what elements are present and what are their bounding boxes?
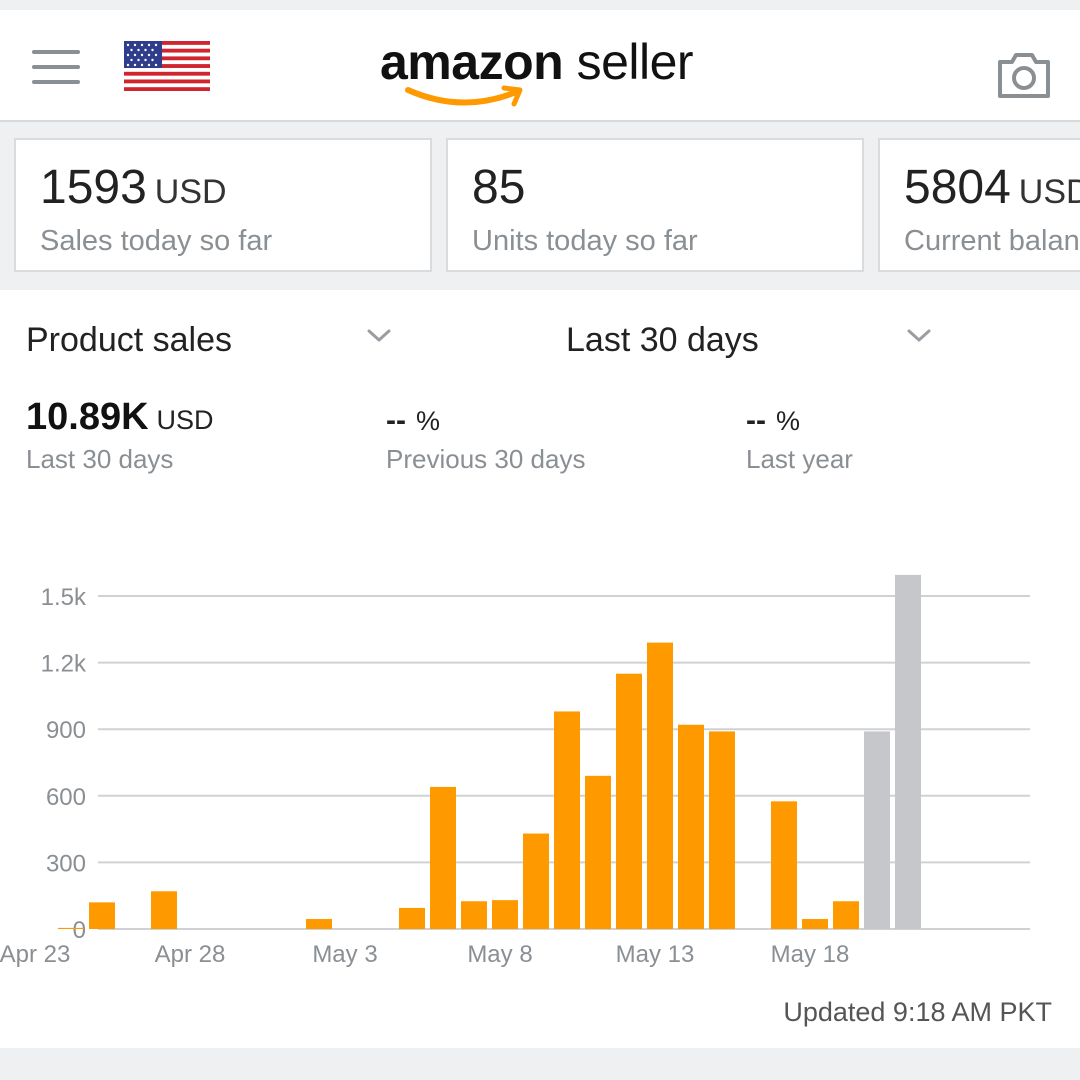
- x-tick-label: Apr 23: [0, 941, 70, 968]
- units-today-card[interactable]: 85 Units today so far: [446, 138, 864, 272]
- us-flag-icon[interactable]: [124, 41, 210, 91]
- previous-period-value: --: [386, 404, 406, 437]
- bar-may-20[interactable]: [864, 731, 890, 929]
- bar-may-6[interactable]: [430, 786, 456, 929]
- bar-may-19[interactable]: [833, 901, 859, 929]
- units-today-value: 85: [472, 161, 526, 214]
- app-header: amazon seller: [0, 10, 1080, 122]
- last-year-change: --%: [746, 398, 800, 444]
- top-strip: [0, 0, 1080, 10]
- bar-may-14[interactable]: [678, 724, 704, 929]
- y-tick-label: 0: [73, 917, 86, 944]
- y-tick-label: 900: [46, 717, 86, 744]
- amazon-seller-logo: amazon seller: [380, 32, 710, 112]
- metric-selector[interactable]: Product sales: [26, 321, 232, 359]
- bar-may-17[interactable]: [771, 801, 797, 929]
- x-tick-label: May 3: [312, 941, 377, 968]
- units-today-label: Units today so far: [472, 225, 698, 257]
- bar-may-12[interactable]: [616, 673, 642, 929]
- current-balance-card[interactable]: 5804USD Current balance: [878, 138, 1080, 272]
- x-tick-label: Apr 28: [155, 941, 226, 968]
- bottom-bar: [0, 1048, 1080, 1080]
- bar-may-18[interactable]: [802, 919, 828, 929]
- y-tick-label: 600: [46, 784, 86, 811]
- total-sales-label: Last 30 days: [26, 444, 174, 474]
- menu-icon[interactable]: [32, 50, 80, 84]
- current-balance-value: 5804: [904, 161, 1011, 214]
- bar-apr-27[interactable]: [151, 891, 177, 929]
- last-year-label: Last year: [746, 444, 853, 474]
- sales-panel: Product sales Last 30 days 10.89K USD Las…: [0, 290, 1080, 1048]
- chevron-down-icon[interactable]: [366, 328, 392, 344]
- bar-may-21[interactable]: [895, 574, 921, 929]
- period-selector[interactable]: Last 30 days: [566, 321, 759, 359]
- logo-product-text: seller: [576, 34, 694, 90]
- logo-brand-text: amazon: [380, 34, 564, 90]
- sales-today-card[interactable]: 1593 USD Sales today so far: [14, 138, 432, 272]
- bar-may-5[interactable]: [399, 907, 425, 929]
- chevron-down-icon[interactable]: [906, 328, 932, 344]
- bar-may-15[interactable]: [709, 731, 735, 929]
- summary-cards: 1593 USD Sales today so far 85 Units toda…: [0, 122, 1080, 290]
- updated-timestamp: Updated 9:18 AM PKT: [783, 997, 1052, 1027]
- bar-may-9[interactable]: [523, 833, 549, 929]
- bar-may-8[interactable]: [492, 900, 518, 929]
- bar-apr-24[interactable]: [58, 927, 84, 929]
- bar-may-11[interactable]: [585, 775, 611, 929]
- camera-icon[interactable]: [996, 50, 1052, 100]
- total-sales-unit: USD: [156, 405, 214, 435]
- current-balance-label: Current balance: [904, 225, 1080, 257]
- bar-apr-25[interactable]: [89, 902, 115, 929]
- bar-may-7[interactable]: [461, 901, 487, 929]
- y-tick-label: 1.2k: [41, 651, 87, 678]
- sales-today-unit: USD: [154, 173, 227, 211]
- bar-may-13[interactable]: [647, 642, 673, 929]
- y-tick-label: 300: [46, 850, 86, 877]
- y-tick-label: 1.5k: [41, 584, 87, 611]
- sales-today-value: 1593: [40, 161, 147, 214]
- previous-period-unit: %: [415, 406, 440, 436]
- x-tick-label: May 18: [771, 941, 850, 968]
- last-year-unit: %: [775, 406, 800, 436]
- x-tick-label: May 8: [467, 941, 532, 968]
- bar-may-10[interactable]: [554, 711, 580, 929]
- bar-may-2[interactable]: [306, 919, 332, 929]
- x-tick-label: May 13: [616, 941, 695, 968]
- total-sales-number: 10.89K: [26, 396, 149, 438]
- sales-today-label: Sales today so far: [40, 225, 273, 257]
- current-balance-unit: USD: [1018, 173, 1080, 211]
- previous-period-change: --%: [386, 398, 440, 444]
- total-sales-value: 10.89K USD: [26, 394, 214, 443]
- sales-bar-chart: 0 300 600 900 1.2k 1.5k Apr 23 Apr 28 May 3 May 8…: [0, 574, 1030, 968]
- amazon-smile-icon: [405, 85, 523, 107]
- previous-period-label: Previous 30 days: [386, 444, 586, 474]
- last-year-value: --: [746, 404, 766, 437]
